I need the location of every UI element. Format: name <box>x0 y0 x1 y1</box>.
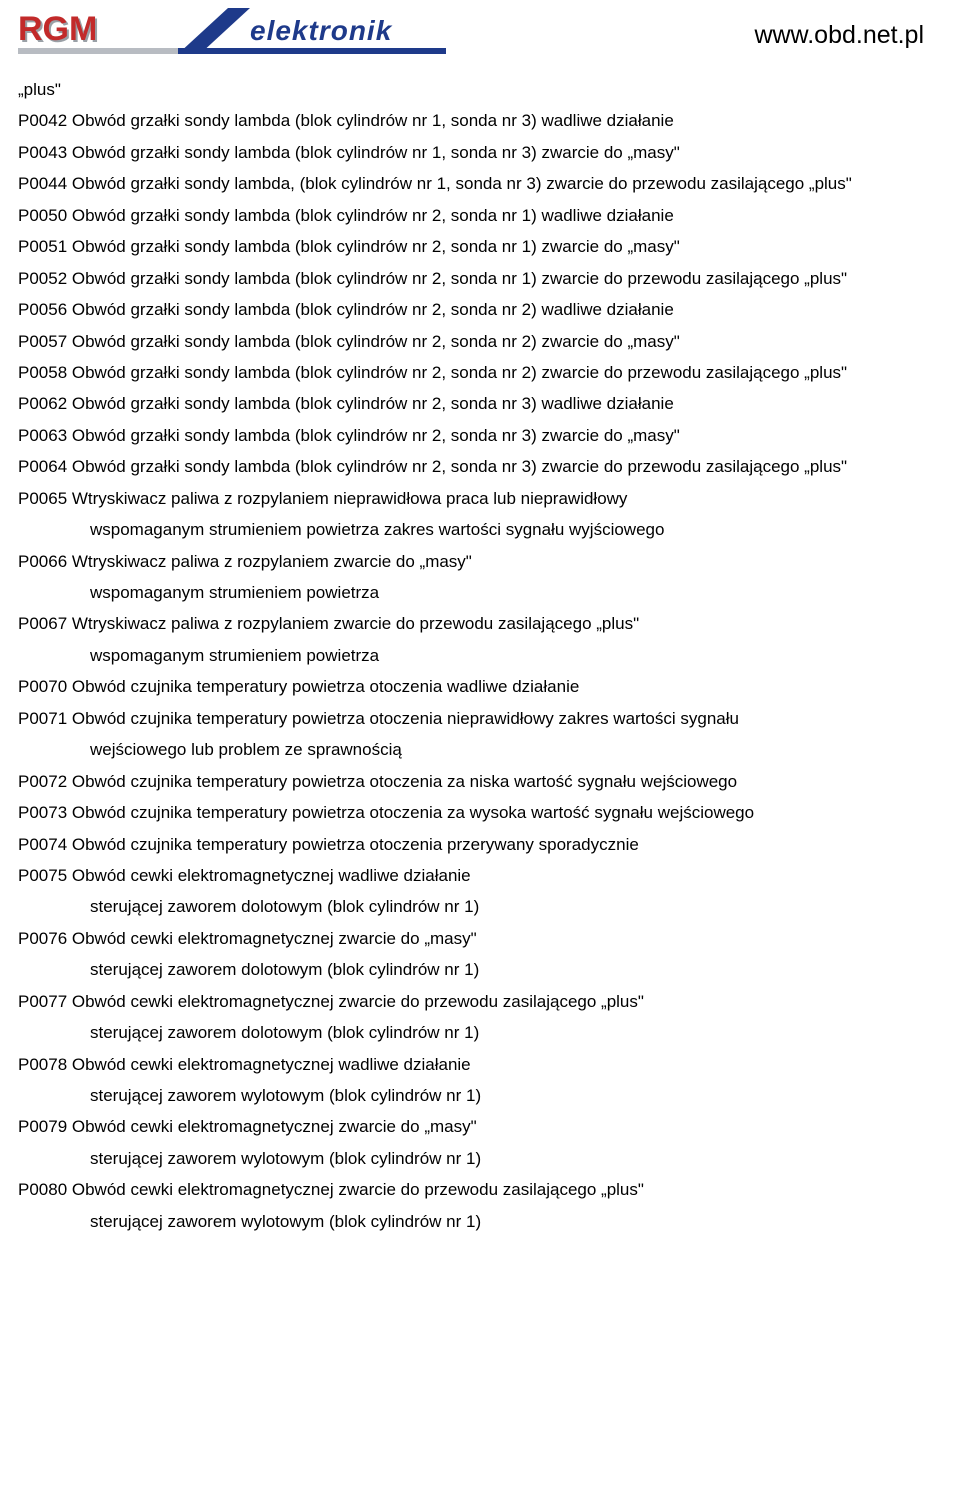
code-line: P0073 Obwód czujnika temperatury powietr… <box>18 797 942 828</box>
code-line: P0079 Obwód cewki elektromagnetycznej zw… <box>18 1111 942 1142</box>
code-line: P0044 Obwód grzałki sondy lambda, (blok … <box>18 168 942 199</box>
code-line-continuation: sterującej zaworem dolotowym (blok cylin… <box>18 1017 942 1048</box>
code-line-continuation: sterującej zaworem wylotowym (blok cylin… <box>18 1206 942 1237</box>
code-line-continuation: sterującej zaworem dolotowym (blok cylin… <box>18 954 942 985</box>
code-line: P0075 Obwód cewki elektromagnetycznej wa… <box>18 860 942 891</box>
header-url: www.obd.net.pl <box>754 21 924 50</box>
code-line: P0078 Obwód cewki elektromagnetycznej wa… <box>18 1049 942 1080</box>
code-line: P0042 Obwód grzałki sondy lambda (blok c… <box>18 105 942 136</box>
code-line: P0080 Obwód cewki elektromagnetycznej zw… <box>18 1174 942 1205</box>
code-line: P0074 Obwód czujnika temperatury powietr… <box>18 829 942 860</box>
code-line: P0058 Obwód grzałki sondy lambda (blok c… <box>18 357 942 388</box>
page-header: RGM RGM elektronik www.obd.net.pl <box>0 0 960 74</box>
code-line: P0076 Obwód cewki elektromagnetycznej zw… <box>18 923 942 954</box>
code-line: P0066 Wtryskiwacz paliwa z rozpylaniem z… <box>18 546 942 577</box>
code-line-continuation: wspomaganym strumieniem powietrza <box>18 577 942 608</box>
rgm-elektronik-logo: RGM RGM elektronik <box>18 8 458 62</box>
code-line: P0052 Obwód grzałki sondy lambda (blok c… <box>18 263 942 294</box>
code-line: P0072 Obwód czujnika temperatury powietr… <box>18 766 942 797</box>
code-line: P0064 Obwód grzałki sondy lambda (blok c… <box>18 451 942 482</box>
code-line: P0063 Obwód grzałki sondy lambda (blok c… <box>18 420 942 451</box>
code-line: P0077 Obwód cewki elektromagnetycznej zw… <box>18 986 942 1017</box>
code-line: P0062 Obwód grzałki sondy lambda (blok c… <box>18 388 942 419</box>
code-list: „plus"P0042 Obwód grzałki sondy lambda (… <box>0 74 960 1255</box>
svg-text:elektronik: elektronik <box>250 15 393 46</box>
code-line: P0051 Obwód grzałki sondy lambda (blok c… <box>18 231 942 262</box>
code-line: P0071 Obwód czujnika temperatury powietr… <box>18 703 942 734</box>
code-line-continuation: sterującej zaworem wylotowym (blok cylin… <box>18 1080 942 1111</box>
code-line: P0056 Obwód grzałki sondy lambda (blok c… <box>18 294 942 325</box>
code-line: P0067 Wtryskiwacz paliwa z rozpylaniem z… <box>18 608 942 639</box>
code-line-continuation: sterującej zaworem dolotowym (blok cylin… <box>18 891 942 922</box>
code-line-continuation: wspomaganym strumieniem powietrza zakres… <box>18 514 942 545</box>
logo: RGM RGM elektronik <box>18 8 458 62</box>
code-line-continuation: wejściowego lub problem ze sprawnością <box>18 734 942 765</box>
svg-text:RGM: RGM <box>18 10 97 48</box>
code-line: P0057 Obwód grzałki sondy lambda (blok c… <box>18 326 942 357</box>
code-line: P0050 Obwód grzałki sondy lambda (blok c… <box>18 200 942 231</box>
code-line: „plus" <box>18 74 942 105</box>
code-line: P0043 Obwód grzałki sondy lambda (blok c… <box>18 137 942 168</box>
code-line: P0070 Obwód czujnika temperatury powietr… <box>18 671 942 702</box>
code-line-continuation: sterującej zaworem wylotowym (blok cylin… <box>18 1143 942 1174</box>
code-line-continuation: wspomaganym strumieniem powietrza <box>18 640 942 671</box>
code-line: P0065 Wtryskiwacz paliwa z rozpylaniem n… <box>18 483 942 514</box>
